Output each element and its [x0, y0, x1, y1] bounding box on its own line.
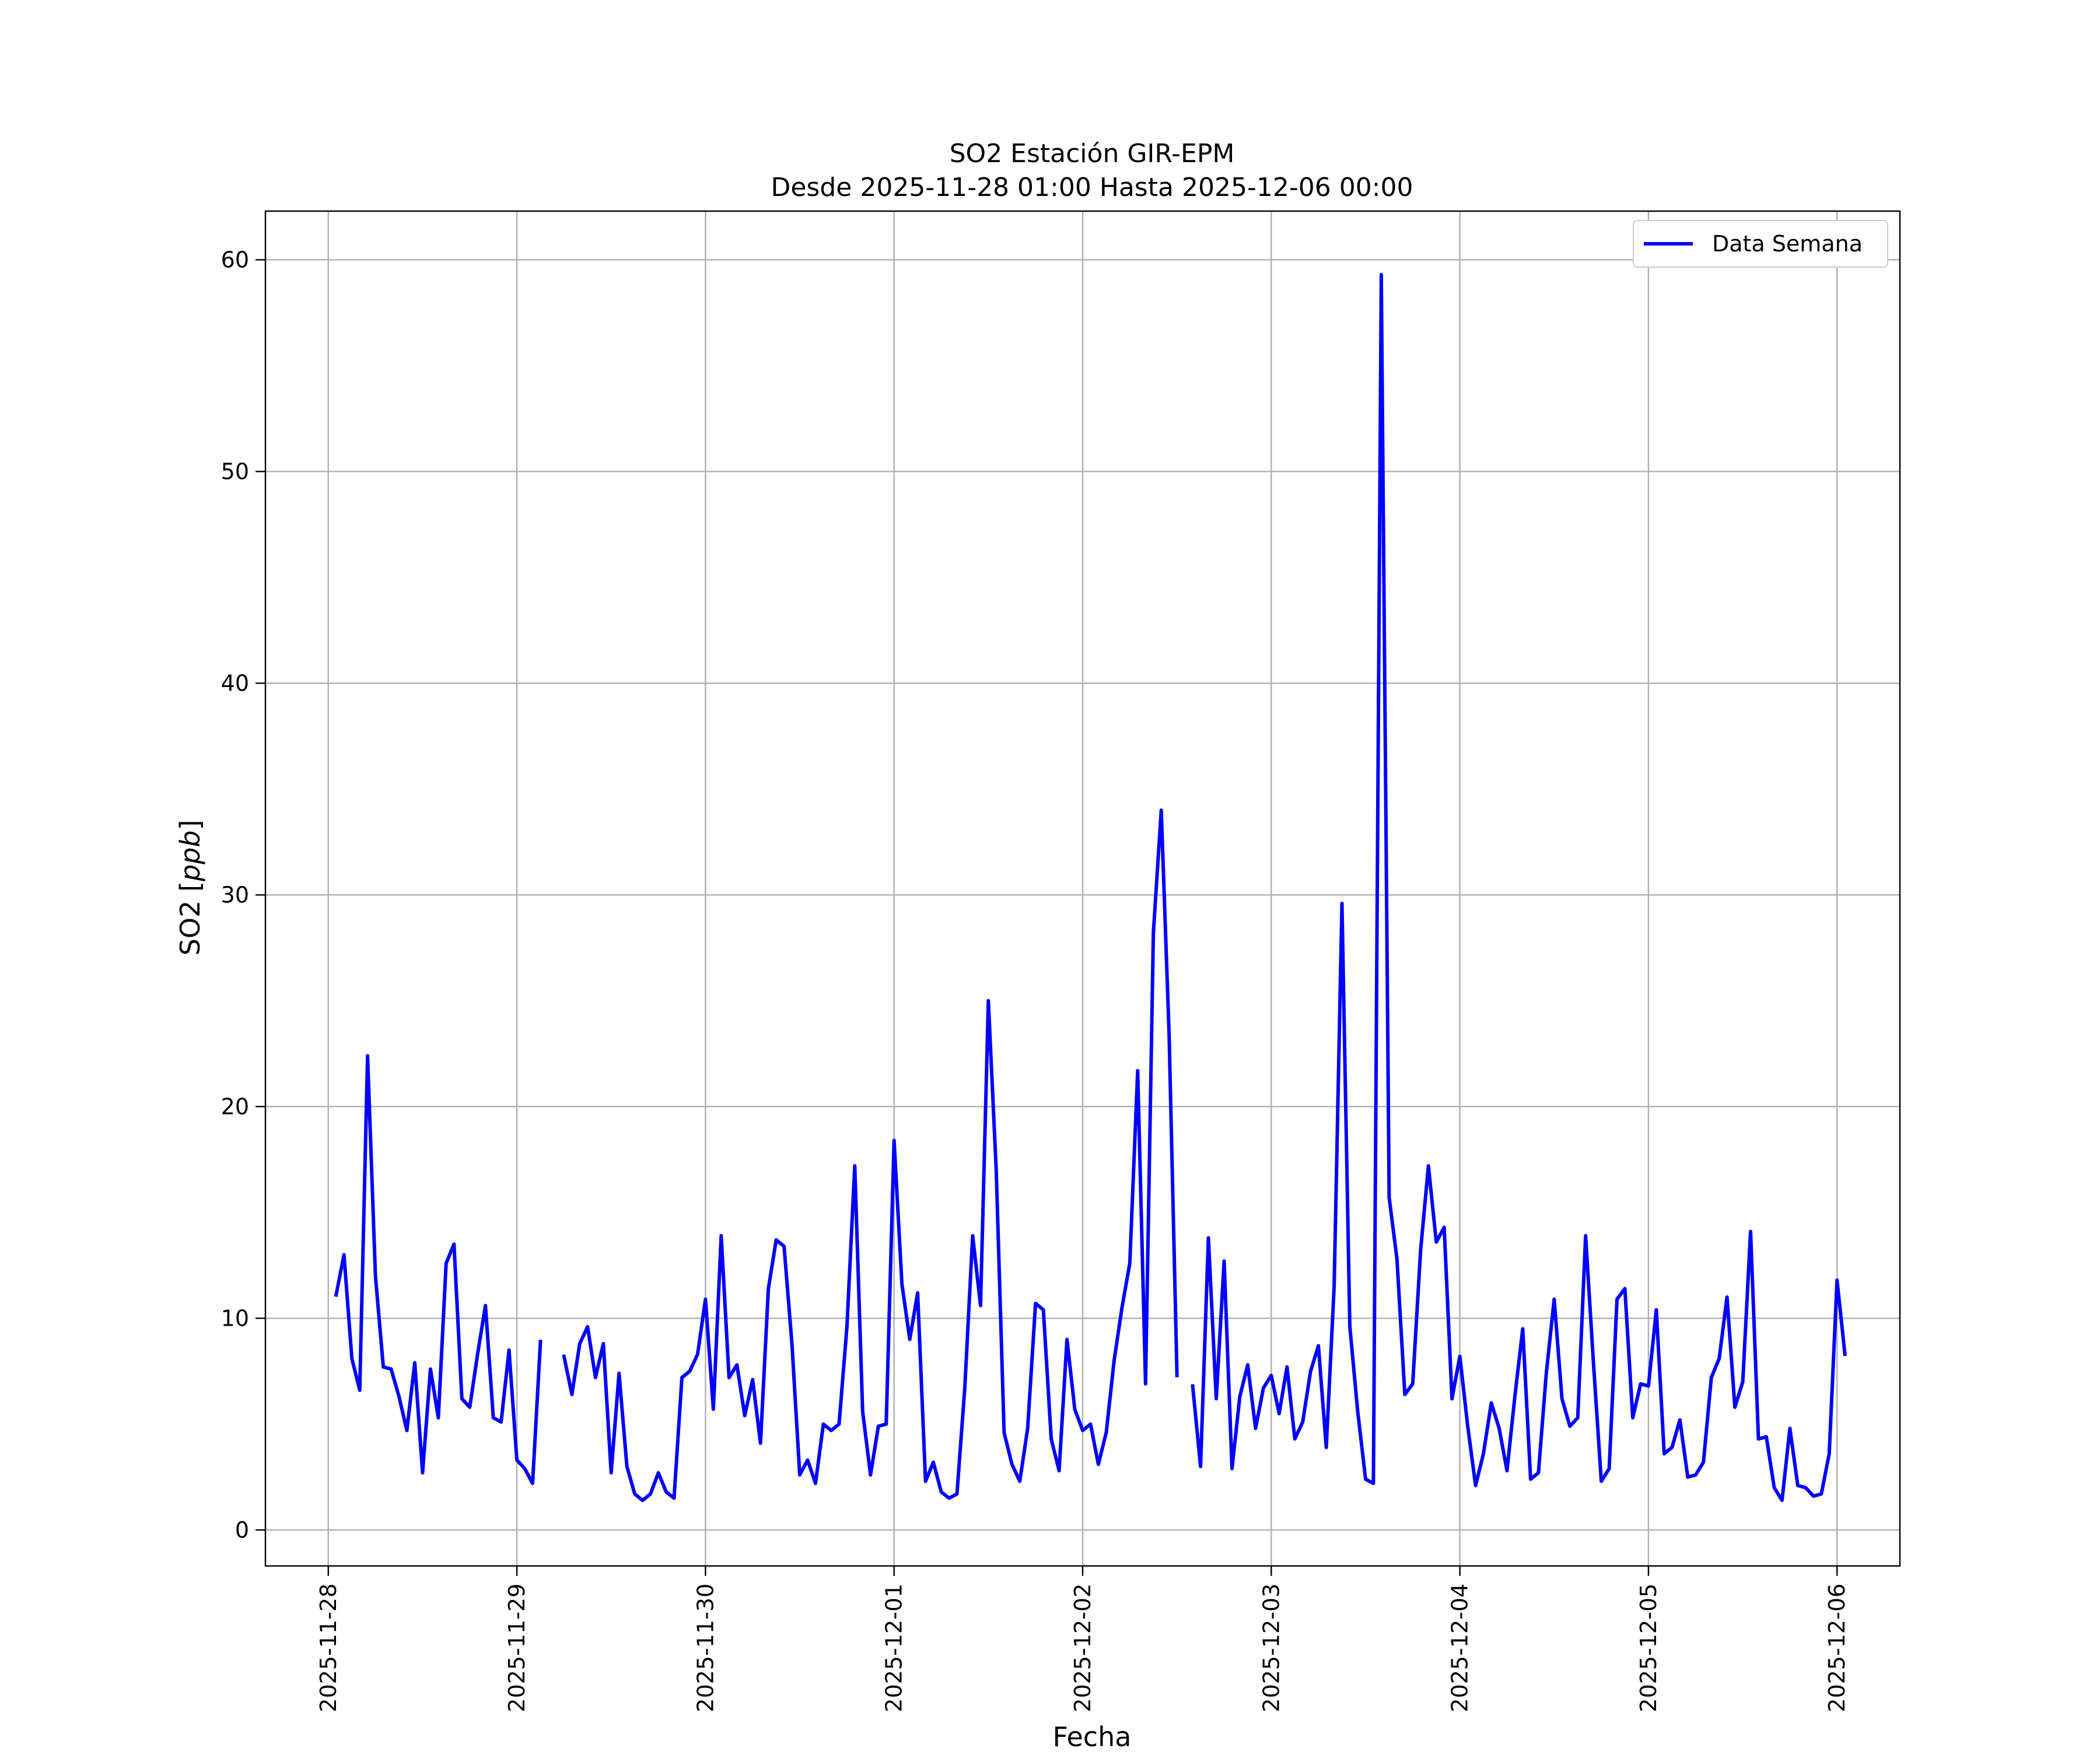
y-axis-label: SO2 [ppb]: [174, 820, 206, 956]
y-axis-label-prefix: SO2 [: [174, 881, 206, 955]
y-tick-label: 30: [221, 882, 249, 907]
plot-area-frame: [264, 210, 1901, 1567]
x-tick-label: 2025-12-01: [881, 1583, 907, 1712]
y-tick-label: 40: [221, 670, 249, 696]
series-line-data-semana: [334, 272, 1847, 1502]
chart-subtitle: Desde 2025-11-28 01:00 Hasta 2025-12-06 …: [771, 173, 1413, 202]
chart-title: SO2 Estación GIR-EPM: [950, 139, 1235, 169]
y-tick-label: 10: [221, 1305, 249, 1331]
series-group: [334, 272, 1847, 1502]
y-axis-label-suffix: ]: [174, 820, 206, 831]
y-axis-ticks: 0 10 20 30 40 50 60: [221, 247, 265, 1543]
y-tick-label: 0: [235, 1517, 249, 1543]
y-tick-label: 60: [221, 247, 249, 272]
x-axis-ticks: 2025-11-28 2025-11-29 2025-11-30 2025-12-01…: [316, 1566, 1850, 1712]
legend: Data Semana: [1633, 220, 1888, 268]
x-tick-label: 2025-11-28: [316, 1583, 341, 1712]
x-tick-label: 2025-12-03: [1258, 1583, 1284, 1712]
y-axis-label-unit: ppb: [174, 831, 206, 882]
x-tick-label: 2025-12-06: [1824, 1583, 1850, 1712]
x-tick-label: 2025-12-02: [1070, 1583, 1096, 1712]
x-tick-label: 2025-12-05: [1636, 1583, 1661, 1712]
x-tick-label: 2025-11-29: [504, 1583, 530, 1712]
legend-box: [1633, 220, 1888, 268]
legend-label-data-semana: Data Semana: [1712, 231, 1863, 257]
y-tick-label: 20: [221, 1094, 249, 1119]
x-tick-label: 2025-12-04: [1447, 1583, 1473, 1712]
x-axis-label: Fecha: [1053, 1721, 1132, 1750]
x-tick-label: 2025-11-30: [692, 1583, 718, 1712]
y-tick-label: 50: [221, 458, 249, 484]
